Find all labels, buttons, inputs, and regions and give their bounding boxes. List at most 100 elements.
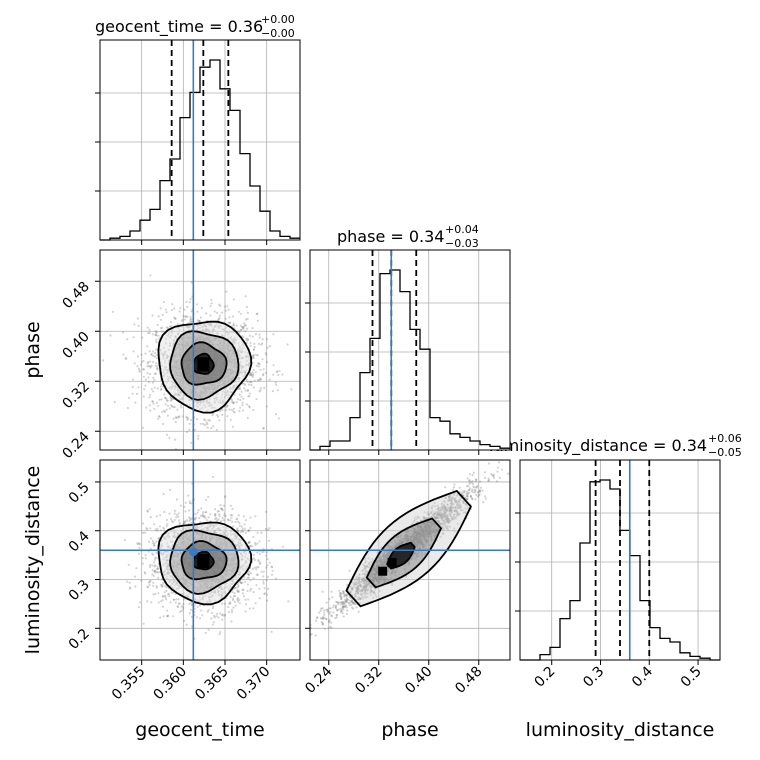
panel-geocent-time-vs-phase-sample-point bbox=[158, 415, 161, 419]
panel-geocent-time-vs-luminosity-distance-sample-point bbox=[151, 569, 154, 572]
panel-geocent-time-vs-phase-sample-point bbox=[254, 371, 257, 374]
panel-geocent-time-vs-luminosity-distance-sample-point bbox=[128, 587, 131, 590]
panel-geocent-time-vs-luminosity-distance-sample-point bbox=[222, 519, 225, 522]
panel-geocent-time-vs-phase-sample-point bbox=[170, 405, 174, 408]
panel-geocent-time-vs-luminosity-distance-yticklabel-3: 0.5 bbox=[66, 479, 93, 506]
panel-geocent-time-vs-luminosity-distance-sample-point bbox=[187, 494, 190, 497]
panel-geocent-time-vs-luminosity-distance-sample-point bbox=[201, 614, 204, 617]
panel-geocent-time-vs-phase-sample-point bbox=[271, 390, 274, 393]
panel-geocent-time-vs-luminosity-distance-sample-point bbox=[175, 516, 178, 519]
panel-geocent-time-vs-luminosity-distance-sample-point bbox=[152, 574, 155, 578]
panel-geocent-time-vs-phase-sample-point bbox=[122, 331, 125, 334]
panel-geocent-time-vs-phase-sample-point bbox=[277, 417, 280, 420]
panel-geocent-time-vs-luminosity-distance-sample-point bbox=[251, 545, 254, 548]
hist-luminosity-distance-xticklabel-2: 0.4 bbox=[629, 663, 656, 690]
panel-geocent-time-vs-phase-sample-point bbox=[218, 419, 221, 422]
panel-geocent-time-vs-phase-sample-point bbox=[238, 410, 241, 413]
panel-geocent-time-vs-luminosity-distance-sample-point bbox=[238, 602, 241, 605]
panel-geocent-time-vs-phase-sample-point bbox=[227, 308, 230, 311]
panel-geocent-time-vs-luminosity-distance-sample-point bbox=[178, 521, 181, 525]
panel-geocent-time-vs-phase-sample-point bbox=[165, 326, 168, 329]
panel-geocent-time-vs-phase-sample-point bbox=[239, 312, 242, 315]
title-geocent-time-text: geocent_time = 0.36 bbox=[95, 17, 263, 37]
panel-geocent-time-vs-luminosity-distance-sample-point bbox=[154, 592, 157, 596]
panel-geocent-time-vs-phase-sample-point bbox=[157, 315, 160, 318]
panel-geocent-time-vs-luminosity-distance-sample-point bbox=[150, 601, 153, 604]
panel-geocent-time-vs-luminosity-distance-sample-point bbox=[184, 501, 187, 504]
panel-geocent-time-vs-phase-sample-point bbox=[178, 416, 181, 419]
panel-geocent-time-vs-luminosity-distance-sample-point bbox=[195, 616, 198, 619]
panel-geocent-time-vs-luminosity-distance-sample-point bbox=[244, 610, 247, 613]
panel-geocent-time-vs-luminosity-distance-sample-point bbox=[247, 573, 251, 576]
panel-geocent-time-vs-phase-sample-point bbox=[246, 416, 249, 419]
panel-geocent-time-vs-luminosity-distance-sample-point bbox=[255, 584, 258, 587]
panel-geocent-time-vs-phase-sample-point bbox=[212, 425, 215, 428]
panel-geocent-time-vs-phase-sample-point bbox=[248, 405, 251, 408]
panel-geocent-time-vs-phase-sample-point bbox=[262, 374, 265, 377]
panel-geocent-time-vs-phase-sample-point bbox=[131, 378, 135, 381]
panel-geocent-time-vs-luminosity-distance-sample-point bbox=[252, 535, 255, 538]
panel-geocent-time-vs-luminosity-distance-sample-point bbox=[198, 617, 202, 620]
panel-geocent-time-vs-phase-sample-point bbox=[168, 407, 171, 410]
panel-geocent-time-vs-luminosity-distance-sample-point bbox=[252, 553, 255, 557]
panel-geocent-time-vs-luminosity-distance-sample-point bbox=[165, 525, 168, 528]
panel-geocent-time-vs-phase-sample-point bbox=[249, 341, 252, 345]
panel-geocent-time-vs-phase-sample-point bbox=[242, 327, 245, 331]
panel-geocent-time-vs-phase-sample-point bbox=[228, 408, 231, 411]
panel-geocent-time-vs-phase-sample-point bbox=[156, 387, 159, 390]
panel-geocent-time-vs-phase-sample-point bbox=[216, 414, 219, 417]
panel-geocent-time-vs-phase-sample-point bbox=[245, 337, 248, 340]
panel-geocent-time-vs-luminosity-distance-sample-point bbox=[213, 508, 217, 511]
panel-geocent-time-vs-luminosity-distance-sample-point bbox=[266, 599, 269, 602]
panel-geocent-time-vs-phase-sample-point bbox=[221, 408, 224, 411]
panel-geocent-time-vs-phase-sample-point bbox=[154, 352, 157, 355]
panel-geocent-time-vs-phase-sample-point bbox=[169, 397, 173, 400]
panel-geocent-time-vs-luminosity-distance-sample-point bbox=[126, 580, 129, 583]
panel-geocent-time-vs-luminosity-distance-sample-point bbox=[244, 519, 248, 522]
panel-geocent-time-vs-phase-sample-point bbox=[172, 417, 175, 420]
panel-geocent-time-vs-luminosity-distance-sample-point bbox=[148, 565, 151, 569]
panel-geocent-time-vs-phase-sample-point bbox=[239, 324, 243, 327]
panel-geocent-time-vs-phase-sample-point bbox=[150, 364, 153, 367]
panel-geocent-time-vs-luminosity-distance-sample-point bbox=[221, 509, 224, 512]
panel-geocent-time-vs-phase-sample-point bbox=[157, 404, 160, 407]
title-phase: phase = 0.34 +0.04 −0.03 bbox=[337, 223, 479, 250]
panel-geocent-time-vs-luminosity-distance-sample-point bbox=[247, 598, 250, 601]
panel-geocent-time-vs-luminosity-distance-sample-point bbox=[170, 591, 173, 594]
panel-geocent-time-vs-luminosity-distance-sample-point bbox=[157, 601, 160, 604]
panel-geocent-time-vs-luminosity-distance-sample-point bbox=[167, 592, 170, 596]
panel-geocent-time-vs-luminosity-distance-sample-point bbox=[165, 609, 169, 612]
panel-geocent-time-vs-phase-sample-point bbox=[127, 396, 130, 399]
panel-geocent-time-vs-luminosity-distance-sample-point bbox=[268, 561, 271, 564]
panel-geocent-time-vs-phase-sample-point bbox=[148, 350, 151, 353]
xlabel-luminosity-distance: luminosity_distance bbox=[526, 719, 715, 741]
panel-geocent-time-vs-luminosity-distance-sample-point bbox=[249, 516, 252, 519]
panel-geocent-time-vs-phase-sample-point bbox=[232, 298, 235, 301]
panel-geocent-time-vs-luminosity-distance-xticklabel-2: 0.365 bbox=[192, 664, 232, 704]
panel-geocent-time-vs-luminosity-distance-sample-point bbox=[227, 605, 230, 609]
panel-geocent-time-vs-phase-sample-point bbox=[185, 415, 188, 419]
panel-geocent-time-vs-phase-sample-point bbox=[160, 330, 163, 333]
panel-geocent-time-vs-phase-sample-point bbox=[149, 366, 152, 369]
panel-phase-vs-luminosity-distance-sample-point bbox=[496, 470, 499, 473]
panel-geocent-time-vs-phase-sample-point bbox=[237, 398, 240, 401]
panel-geocent-time-vs-phase-sample-point bbox=[146, 326, 149, 329]
panel-geocent-time-vs-phase-sample-point bbox=[255, 313, 258, 316]
panel-geocent-time-vs-luminosity-distance-sample-point bbox=[229, 601, 232, 604]
panel-geocent-time-vs-phase-sample-point bbox=[142, 359, 145, 363]
panel-geocent-time-vs-phase-sample-point bbox=[252, 348, 255, 351]
panel-geocent-time-vs-luminosity-distance-sample-point bbox=[172, 615, 175, 618]
panel-geocent-time-vs-luminosity-distance-sample-point bbox=[153, 544, 156, 547]
panel-geocent-time-vs-phase-sample-point bbox=[277, 373, 280, 377]
panel-geocent-time-vs-luminosity-distance-sample-point bbox=[134, 585, 137, 588]
panel-geocent-time-vs-luminosity-distance-sample-point bbox=[153, 523, 156, 526]
title-phase-upper: +0.04 bbox=[445, 223, 479, 236]
panel-geocent-time-vs-phase-sample-point bbox=[159, 385, 162, 388]
panel-geocent-time-vs-phase-sample-point bbox=[137, 324, 140, 327]
panel-geocent-time-vs-phase-sample-point bbox=[146, 361, 149, 364]
panel-geocent-time-vs-luminosity-distance-sample-point bbox=[201, 513, 204, 516]
panel-geocent-time-vs-phase-sample-point bbox=[231, 408, 234, 411]
panel-geocent-time-vs-phase-sample-point bbox=[155, 331, 158, 334]
panel-geocent-time-vs-luminosity-distance-sample-point bbox=[173, 518, 176, 522]
panel-geocent-time-vs-luminosity-distance-sample-point bbox=[229, 595, 232, 598]
